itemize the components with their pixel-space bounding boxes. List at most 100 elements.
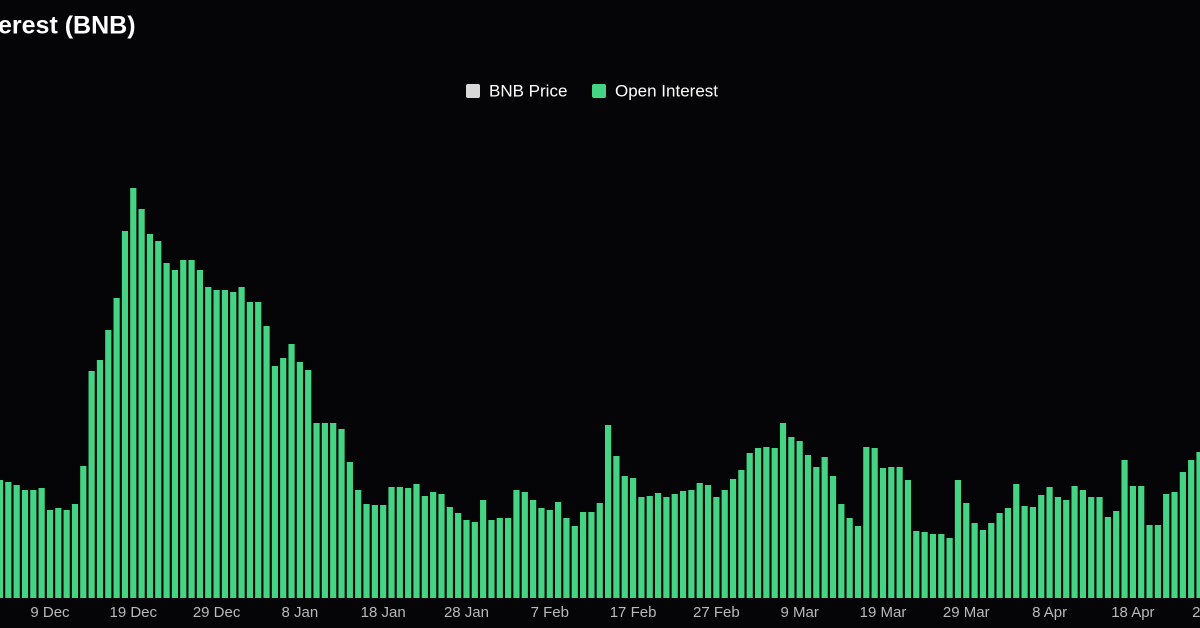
bar [521,492,528,598]
bar [505,518,512,598]
bar [1021,506,1028,598]
bar [488,520,495,598]
bar [55,508,62,598]
bar [871,448,878,598]
bar [105,330,112,598]
bar [546,510,553,598]
bar [1171,492,1178,598]
bar [388,487,395,598]
bar [846,518,853,598]
bar [405,488,412,598]
bar [205,287,212,598]
bar [696,483,703,598]
bar [796,441,803,598]
bar [338,429,345,598]
bar [1104,517,1111,598]
bar [771,448,778,598]
bar [763,447,770,598]
bar [430,492,437,598]
x-tick-label: 7 Feb [531,604,569,621]
bar [613,456,620,598]
bar [1146,525,1153,598]
bar [330,423,337,598]
bar [971,523,978,598]
bar [180,260,187,598]
bar [1096,497,1103,598]
x-tick-label: 17 Feb [610,604,657,621]
bar [829,476,837,598]
bar [1196,452,1200,598]
bar [230,292,237,598]
x-tick-label: 29 Dec [193,604,241,621]
bar [71,504,79,598]
bar [1188,460,1195,598]
bar [654,493,662,598]
x-tick-label: 19 Mar [860,604,907,621]
bar [1071,486,1078,598]
bar [396,487,403,598]
bar [629,478,637,598]
bar [321,423,328,598]
bar [938,534,945,598]
bar [979,530,987,598]
bar [1029,507,1037,598]
bar [679,491,687,598]
bar [1088,497,1095,598]
bar [1154,525,1161,598]
bar [238,287,245,598]
bar [163,263,170,598]
bar [1004,508,1012,598]
bar [380,505,387,598]
bar [746,453,753,598]
x-tick-label: 18 Apr [1111,604,1154,621]
bar [313,423,320,598]
bar [838,504,845,598]
bar [588,512,595,598]
bar [496,518,503,598]
bar [738,470,745,598]
bar [1063,500,1070,598]
bar [171,270,179,598]
bar [1054,497,1062,598]
bar [988,523,995,598]
x-tick-label: 28 Jan [444,604,489,621]
bar [146,234,154,598]
bar [963,503,970,598]
x-tick-label: 2 [1192,604,1200,621]
bar [1163,494,1170,598]
bar [113,298,120,598]
bar [954,480,962,598]
bar [155,241,162,598]
x-tick-label: 27 Feb [693,604,740,621]
bar [1046,487,1053,598]
bar [638,497,645,598]
bar [413,484,420,598]
bar [455,513,462,598]
bar [563,518,570,598]
x-tick-label: 29 Mar [943,604,990,621]
bar [513,490,520,598]
bar [1179,472,1186,598]
bar [813,467,820,598]
bar [138,209,145,598]
bar [263,326,270,598]
x-tick-label: 9 Dec [30,604,70,621]
bar [80,466,87,598]
bar [213,290,220,598]
bar [363,504,370,598]
bar [621,476,628,598]
bar [729,479,737,598]
legend-label: Open Interest [615,81,718,100]
bar [713,497,720,598]
bar [130,188,137,598]
bar [305,370,312,598]
bar [271,366,278,598]
bar [346,462,353,598]
bar [221,290,229,598]
chart-title: erest (BNB) [0,12,136,40]
bar [1079,490,1086,598]
bar [596,503,603,598]
bar [821,457,828,598]
bar [580,512,587,598]
bar [704,485,712,598]
